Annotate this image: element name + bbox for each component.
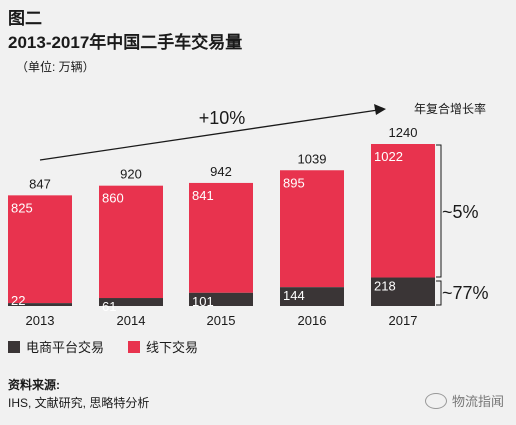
source-title: 资料来源: <box>8 378 60 392</box>
legend-label-ecommerce: 电商平台交易 <box>26 340 105 355</box>
value-label-offline-2013: 825 <box>11 200 33 215</box>
unit-label: （单位: 万辆） <box>16 60 95 74</box>
x-tick-label-2014: 2014 <box>117 313 146 328</box>
x-tick-label-2016: 2016 <box>298 313 327 328</box>
bar-offline-2013 <box>8 195 72 304</box>
bar-offline-2016 <box>280 170 344 288</box>
growth-arrow-head <box>374 104 386 115</box>
wechat-icon <box>424 392 447 409</box>
bar-ecommerce-2016 <box>280 287 344 306</box>
bar-ecommerce-2013 <box>8 303 72 306</box>
total-label-2015: 942 <box>210 164 232 179</box>
value-label-ecommerce-2017: 218 <box>374 279 396 294</box>
legend-item-ecommerce: 电商平台交易 <box>8 337 104 356</box>
stacked-bar-chart: 825 22 847 2013 860 61 920 2014 841 101 942 2015 895… <box>8 101 489 328</box>
total-label-2017: 1240 <box>389 125 418 140</box>
cagr-header-label: 年复合增长率 <box>414 101 486 116</box>
watermark-text: 物流指闻 <box>451 394 504 409</box>
value-label-ecommerce-2016: 144 <box>283 288 305 303</box>
value-label-ecommerce-2015: 101 <box>192 294 214 309</box>
legend: 电商平台交易 线下交易 <box>8 337 198 356</box>
legend-item-offline: 线下交易 <box>128 337 198 356</box>
x-tick-label-2013: 2013 <box>26 313 55 328</box>
total-label-2013: 847 <box>29 176 51 191</box>
value-label-ecommerce-2014: 61 <box>102 299 116 314</box>
value-label-offline-2017: 1022 <box>374 149 403 164</box>
watermark: 物流指闻 <box>424 391 504 410</box>
total-label-2016: 1039 <box>298 151 327 166</box>
cagr-offline-label: ~5% <box>442 202 479 222</box>
value-label-offline-2015: 841 <box>192 188 214 203</box>
bar-offline-2014 <box>99 185 163 299</box>
bar-ecommerce-2014 <box>99 298 163 306</box>
bar-offline-2015 <box>189 182 253 293</box>
legend-swatch-offline <box>128 340 141 353</box>
value-label-ecommerce-2013: 22 <box>11 293 25 308</box>
cagr-ecommerce-label: ~77% <box>442 283 489 303</box>
value-label-offline-2016: 895 <box>283 175 305 190</box>
x-tick-label-2015: 2015 <box>207 313 236 328</box>
value-label-offline-2014: 860 <box>102 191 124 206</box>
source-text: IHS, 文献研究, 思略特分析 <box>8 396 150 410</box>
bar-offline-2017 <box>371 144 435 278</box>
total-label-2014: 920 <box>120 167 142 182</box>
legend-label-offline: 线下交易 <box>146 340 199 355</box>
bracket-ecommerce <box>436 280 442 306</box>
growth-arrow-line <box>39 109 379 161</box>
chart-title: 2013-2017年中国二手车交易量 <box>8 33 243 52</box>
legend-swatch-ecommerce <box>8 340 20 353</box>
bracket-offline <box>436 144 442 278</box>
x-tick-label-2017: 2017 <box>389 313 418 328</box>
bar-ecommerce-2015 <box>189 292 253 306</box>
bar-ecommerce-2017 <box>371 277 435 306</box>
figure-label: 图二 <box>8 9 42 28</box>
cagr-overall-label: +10% <box>199 108 246 128</box>
